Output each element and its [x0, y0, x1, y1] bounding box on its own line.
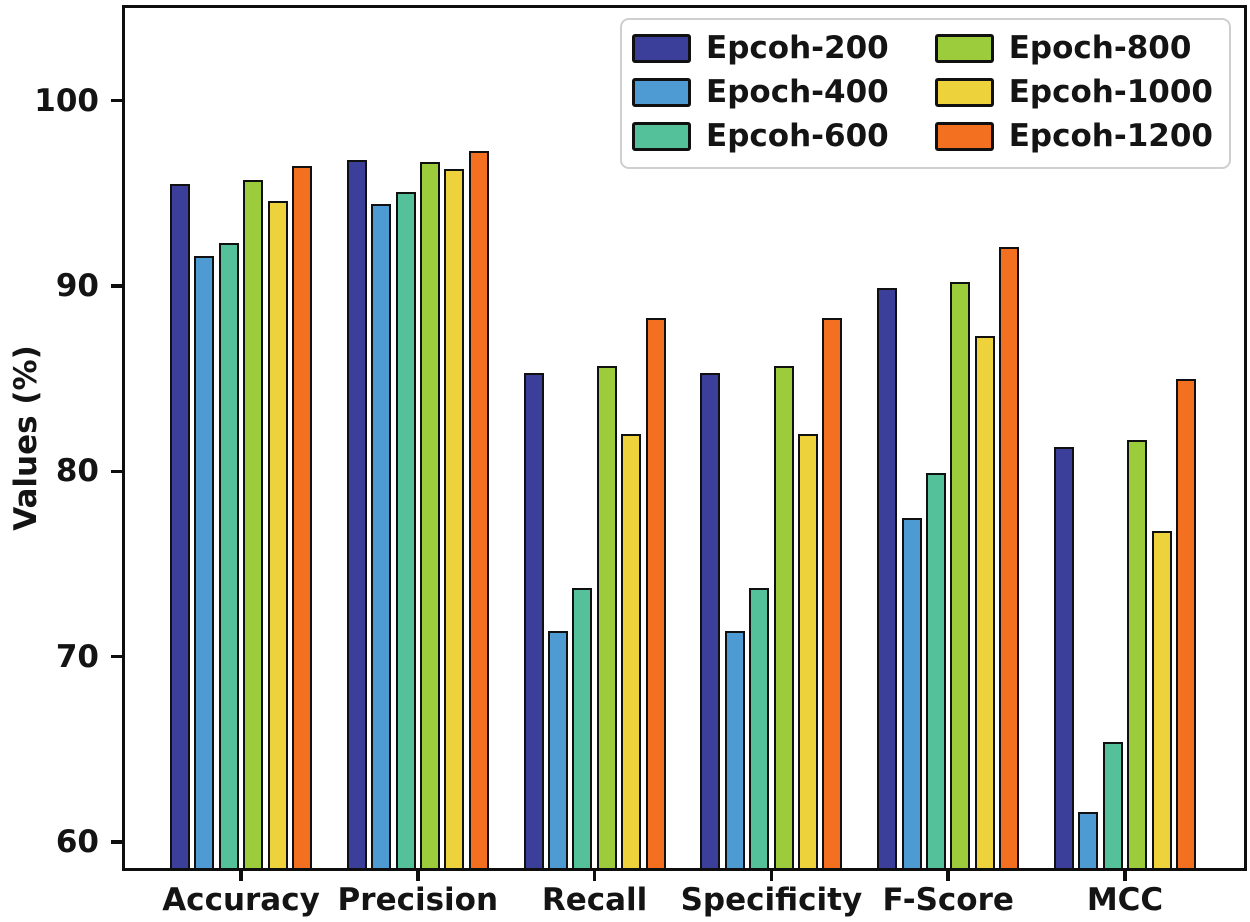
x-tick-label-accuracy: Accuracy — [162, 882, 320, 918]
bar-precision-epcoh-1000 — [444, 169, 465, 868]
bar-mcc-epcoh-600 — [1102, 741, 1123, 868]
bar-f-score-epcoh-600 — [926, 473, 946, 868]
legend-label: Epcoh-1200 — [1008, 118, 1213, 154]
bar-recall-epcoh-1000 — [621, 434, 642, 868]
bar-specificity-epcoh-200 — [700, 373, 721, 868]
legend-item-epcoh-200: Epcoh-200 — [632, 30, 889, 67]
y-tick-mark — [111, 284, 122, 288]
bar-mcc-epoch-800 — [1127, 439, 1148, 868]
bar-recall-epoch-800 — [596, 365, 617, 868]
bar-specificity-epcoh-1000 — [798, 434, 818, 868]
bar-precision-epoch-400 — [371, 204, 392, 868]
bar-mcc-epoch-400 — [1078, 812, 1099, 868]
legend-item-epcoh-1000: Epcoh-1000 — [934, 74, 1213, 111]
bar-f-score-epoch-400 — [901, 517, 922, 868]
bar-recall-epcoh-600 — [572, 588, 593, 868]
legend-item-epoch-400: Epoch-400 — [632, 74, 889, 111]
plot-area: Values (%) 60 70 80 90 100 Accuracy Precision R… — [8, 5, 1247, 918]
legend-swatch-icon — [632, 78, 692, 107]
bar-precision-epcoh-1200 — [468, 150, 489, 868]
y-tick-label: 90 — [55, 268, 99, 305]
bars-layer — [125, 8, 1244, 868]
legend-label: Epcoh-200 — [706, 30, 889, 66]
y-axis-label: Values (%) — [8, 345, 44, 531]
y-tick-label: 100 — [34, 82, 99, 119]
legend: Epcoh-200 Epoch-800 Epoch-400 Epcoh-1000 Epc… — [620, 18, 1231, 169]
bar-accuracy-epcoh-200 — [170, 184, 190, 868]
x-tick-mark — [769, 871, 774, 881]
bar-f-score-epcoh-1200 — [999, 247, 1020, 868]
bar-f-score-epcoh-1000 — [974, 336, 995, 868]
legend-swatch-icon — [632, 34, 692, 63]
bar-precision-epcoh-600 — [395, 191, 416, 868]
legend-swatch-icon — [934, 122, 994, 151]
bar-accuracy-epoch-800 — [243, 180, 264, 868]
legend-item-epoch-800: Epoch-800 — [934, 30, 1213, 67]
x-tick-mark — [416, 871, 420, 881]
legend-label: Epoch-800 — [1008, 30, 1192, 66]
bar-specificity-epcoh-1200 — [822, 317, 843, 868]
bar-recall-epoch-400 — [548, 630, 568, 868]
bar-mcc-epcoh-1200 — [1176, 378, 1196, 868]
bar-f-score-epcoh-200 — [877, 287, 898, 868]
y-tick-mark — [111, 654, 122, 659]
y-tick-mark — [111, 98, 122, 103]
bar-precision-epcoh-200 — [346, 159, 367, 868]
bar-mcc-epcoh-1000 — [1151, 530, 1172, 868]
bar-recall-epcoh-200 — [523, 373, 544, 868]
x-tick-mark — [592, 871, 597, 881]
bar-precision-epoch-800 — [420, 161, 440, 868]
legend-swatch-icon — [934, 78, 994, 107]
x-tick-label-f-score: F-Score — [882, 882, 1014, 918]
y-tick-label: 60 — [55, 824, 99, 861]
legend-swatch-icon — [934, 34, 994, 63]
legend-item-epcoh-600: Epcoh-600 — [632, 118, 889, 155]
x-tick-mark — [239, 871, 243, 881]
y-tick-label: 70 — [55, 638, 99, 675]
x-tick-label-mcc: MCC — [1086, 882, 1164, 918]
bar-mcc-epcoh-200 — [1054, 447, 1074, 868]
bar-accuracy-epoch-400 — [194, 256, 215, 868]
x-tick-label-precision: Precision — [337, 882, 499, 918]
bar-specificity-epcoh-600 — [749, 588, 770, 868]
legend-item-epcoh-1200: Epcoh-1200 — [934, 118, 1213, 155]
x-tick-label-specificity: Specificity — [680, 882, 863, 918]
bar-accuracy-epcoh-600 — [218, 243, 239, 868]
bar-specificity-epoch-400 — [724, 630, 745, 868]
legend-label: Epcoh-600 — [706, 118, 889, 154]
y-tick-mark — [111, 840, 122, 844]
bar-specificity-epoch-800 — [773, 365, 794, 868]
bar-f-score-epoch-800 — [950, 282, 971, 868]
bar-accuracy-epcoh-1200 — [292, 165, 312, 868]
legend-swatch-icon — [632, 122, 692, 151]
x-tick-label-recall: Recall — [541, 882, 648, 918]
bar-accuracy-epcoh-1000 — [267, 200, 288, 868]
x-tick-mark — [1123, 871, 1127, 881]
x-tick-mark — [946, 871, 950, 881]
legend-label: Epcoh-1000 — [1008, 74, 1213, 110]
bar-recall-epcoh-1200 — [645, 317, 666, 868]
y-tick-mark — [111, 469, 122, 474]
legend-label: Epoch-400 — [706, 74, 889, 110]
